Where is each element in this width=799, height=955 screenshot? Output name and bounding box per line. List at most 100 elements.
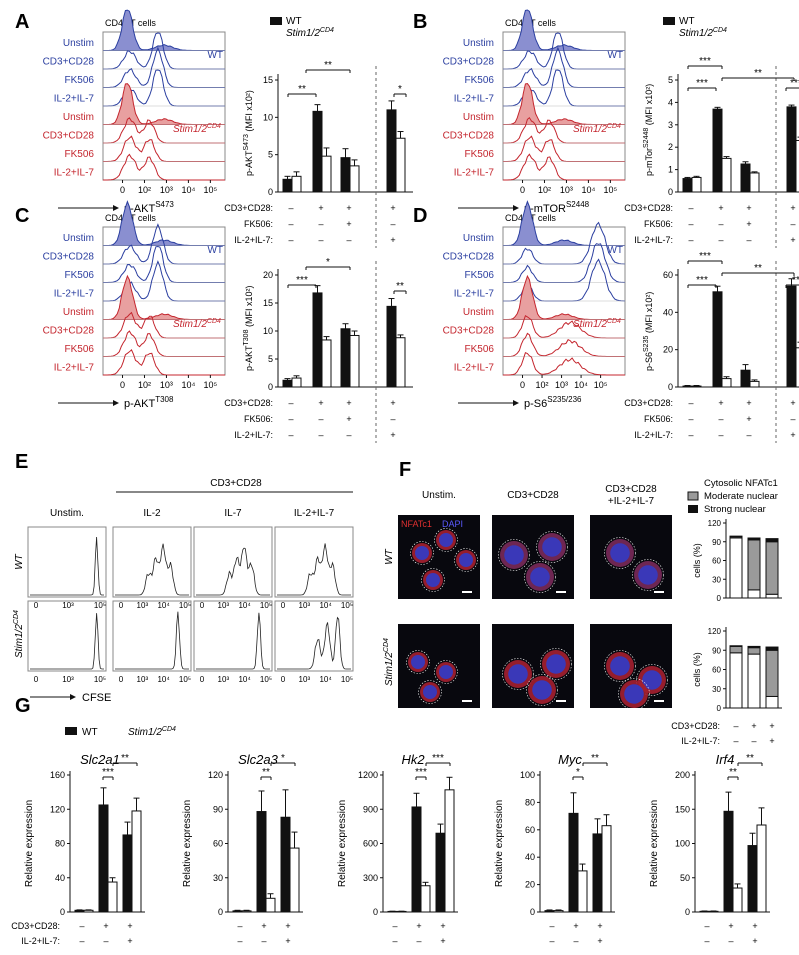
cell-dapi-nucleus: [610, 656, 630, 676]
significance-label: **: [729, 767, 737, 778]
cfse-x-tick-label: 0: [34, 601, 39, 610]
treatment-value: +: [746, 219, 751, 229]
treatment-value: –: [318, 430, 323, 440]
treatment-label: CD3+CD28:: [224, 398, 273, 408]
flow-condition-label: IL-2+IL-7: [454, 362, 495, 373]
wt-bar: [312, 292, 323, 388]
wt-unstim-histogram: [503, 9, 625, 51]
treatment-value: +: [573, 921, 578, 931]
gene-y-tick-label: 0: [60, 907, 65, 917]
gene-y-tick-label: 1200: [358, 770, 378, 780]
treatment-value: –: [288, 430, 293, 440]
flow-condition-label: Unstim: [463, 233, 494, 244]
treatment-label: CD3+CD28:: [671, 721, 720, 731]
nfat-legend-moderate: Moderate nuclear: [704, 491, 778, 502]
ko-bar: [291, 377, 302, 388]
wt-bar: [340, 157, 351, 193]
wt-bar: [122, 834, 133, 913]
cfse-x-tick-label: 0: [200, 601, 205, 610]
wt-bar: [386, 305, 397, 388]
significance-label: *: [326, 257, 330, 268]
cell-dapi-nucleus: [459, 553, 473, 567]
ko-bar: [395, 337, 406, 388]
flow-condition-label: FK506: [465, 149, 495, 160]
cell-outline: [540, 648, 572, 680]
significance-label: ***: [696, 275, 708, 286]
treatment-value: +: [318, 203, 323, 213]
nfat-legend-strong: Strong nuclear: [704, 504, 766, 515]
treatment-value: +: [728, 921, 733, 931]
wt-bar: [411, 806, 422, 913]
significance-label: ***: [790, 78, 799, 89]
cell-outline: [636, 664, 668, 696]
gene-y-tick-label: 60: [525, 825, 535, 835]
treatment-value: –: [318, 414, 323, 424]
ko-bar: [241, 910, 252, 913]
gene-title: Irf4: [716, 752, 735, 767]
stack-y-tick-label: 90: [712, 646, 721, 655]
cfse-column-label: IL-7: [224, 508, 242, 519]
ko-bar: [601, 825, 612, 913]
legend-wt-swatch: [65, 727, 77, 735]
bar-y-tick-label: 20: [663, 345, 673, 355]
flow-x-tick-label: 10²: [536, 380, 549, 390]
treatment-value: –: [346, 430, 351, 440]
significance-label: ***: [296, 275, 308, 286]
stack-segment-1: [747, 539, 761, 591]
legend-wt-label: WT: [82, 727, 98, 738]
stack-segment-0: [747, 653, 761, 709]
panel-letter-D: D: [413, 205, 427, 227]
treatment-value: –: [261, 936, 266, 946]
treatment-value: +: [318, 398, 323, 408]
legend-ko-label: Stim1/2CD4: [679, 27, 727, 39]
treatment-value: –: [416, 936, 421, 946]
ko-bar: [795, 139, 799, 193]
cell-outline: [434, 660, 458, 684]
gene-y-tick-label: 40: [55, 873, 65, 883]
significance-label: **: [298, 84, 306, 95]
stain-label-nfatc1: NFATc1: [401, 519, 432, 529]
treatment-label: CD3+CD28:: [224, 203, 273, 213]
stack-segment-2: [747, 645, 761, 649]
cfse-histogram: [115, 611, 189, 670]
flow-condition-label: Unstim: [63, 233, 94, 244]
cfse-histogram: [30, 536, 104, 596]
arrow-head-icon: [113, 400, 119, 406]
cfse-x-tick-label: 10⁵: [179, 675, 191, 684]
flow-condition-label: FK506: [65, 344, 95, 355]
treatment-value: –: [288, 219, 293, 229]
bar-y-tick-label: 0: [268, 382, 273, 392]
flow-x-tick-label: 10⁴: [181, 185, 195, 195]
treatment-label: IL-2+IL-7:: [21, 936, 60, 946]
cfse-x-tick-label: 10³: [137, 601, 149, 610]
stack-segment-0: [765, 695, 779, 709]
micro-row-label-ko: Stim1/2CD4: [383, 638, 395, 686]
cfse-x-tick-label: 0: [119, 675, 124, 684]
bar-y-tick-label: 40: [663, 307, 673, 317]
cell-outline: [526, 674, 558, 706]
wt-bar: [386, 109, 397, 193]
significance-label: ***: [699, 56, 711, 67]
cell-outline: [418, 680, 442, 704]
stack-y-tick-label: 60: [712, 666, 721, 675]
bar-y-tick-label: 10: [263, 326, 273, 336]
treatment-value: –: [318, 219, 323, 229]
cfse-x-tick-label: 10³: [62, 601, 74, 610]
treatment-value: +: [718, 203, 723, 213]
cell-outline: [410, 541, 434, 565]
bar-y-tick-label: 60: [663, 270, 673, 280]
treatment-value: +: [746, 203, 751, 213]
cell-outline: [536, 531, 568, 563]
flow-group-ko: Stim1/2CD4: [173, 318, 221, 330]
ko-bar: [291, 175, 302, 193]
cell-outline: [406, 650, 430, 674]
gene-y-tick-label: 60: [213, 839, 223, 849]
cfse-histogram-frame: [274, 526, 354, 598]
flow-group-ko: Stim1/2CD4: [573, 123, 621, 135]
wt-bar: [568, 812, 579, 913]
legend-wt-swatch: [270, 17, 282, 25]
cell-dapi-nucleus: [508, 664, 528, 684]
cfse-histogram-frame: [112, 526, 192, 598]
cfse-x-tick-label: 10⁵: [341, 675, 353, 684]
treatment-value: –: [288, 203, 293, 213]
